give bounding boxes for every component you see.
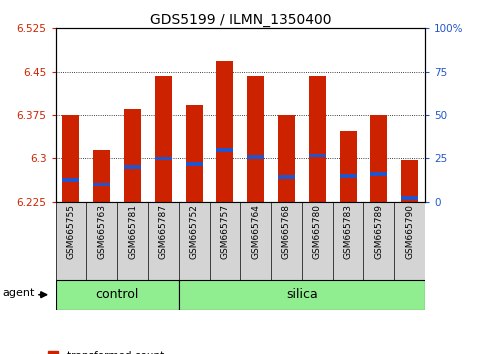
Bar xyxy=(124,109,141,202)
Bar xyxy=(216,148,233,152)
Text: GSM665781: GSM665781 xyxy=(128,204,137,259)
Text: silica: silica xyxy=(286,288,318,301)
Text: GSM665789: GSM665789 xyxy=(374,204,384,259)
Text: GSM665780: GSM665780 xyxy=(313,204,322,259)
Bar xyxy=(155,156,172,160)
Text: GSM665752: GSM665752 xyxy=(190,204,199,259)
Bar xyxy=(56,280,179,310)
Bar xyxy=(93,183,110,186)
Title: GDS5199 / ILMN_1350400: GDS5199 / ILMN_1350400 xyxy=(150,13,331,27)
Text: control: control xyxy=(96,288,139,301)
Bar xyxy=(401,160,418,202)
Bar xyxy=(247,76,264,202)
Text: GSM665790: GSM665790 xyxy=(405,204,414,259)
Text: GSM665768: GSM665768 xyxy=(282,204,291,259)
Bar xyxy=(185,162,202,166)
Text: GSM665787: GSM665787 xyxy=(159,204,168,259)
Legend: transformed count, percentile rank within the sample: transformed count, percentile rank withi… xyxy=(44,346,247,354)
Bar xyxy=(247,155,264,159)
Bar xyxy=(124,165,141,169)
Bar xyxy=(340,131,356,202)
Text: agent: agent xyxy=(3,288,35,298)
Text: GSM665757: GSM665757 xyxy=(220,204,229,259)
Bar xyxy=(370,115,387,202)
Bar xyxy=(370,172,387,176)
Text: GSM665755: GSM665755 xyxy=(67,204,75,259)
Bar xyxy=(216,61,233,202)
Bar xyxy=(179,280,425,310)
Text: GSM665764: GSM665764 xyxy=(251,204,260,259)
Bar xyxy=(62,115,79,202)
Bar xyxy=(340,174,356,178)
Bar xyxy=(278,175,295,179)
Bar xyxy=(309,154,326,158)
Bar xyxy=(278,115,295,202)
Bar xyxy=(185,105,202,202)
Bar xyxy=(309,76,326,202)
Bar xyxy=(155,76,172,202)
Text: GSM665763: GSM665763 xyxy=(97,204,106,259)
Bar xyxy=(93,150,110,202)
Text: GSM665783: GSM665783 xyxy=(343,204,353,259)
Bar xyxy=(62,178,79,182)
Bar xyxy=(401,196,418,200)
